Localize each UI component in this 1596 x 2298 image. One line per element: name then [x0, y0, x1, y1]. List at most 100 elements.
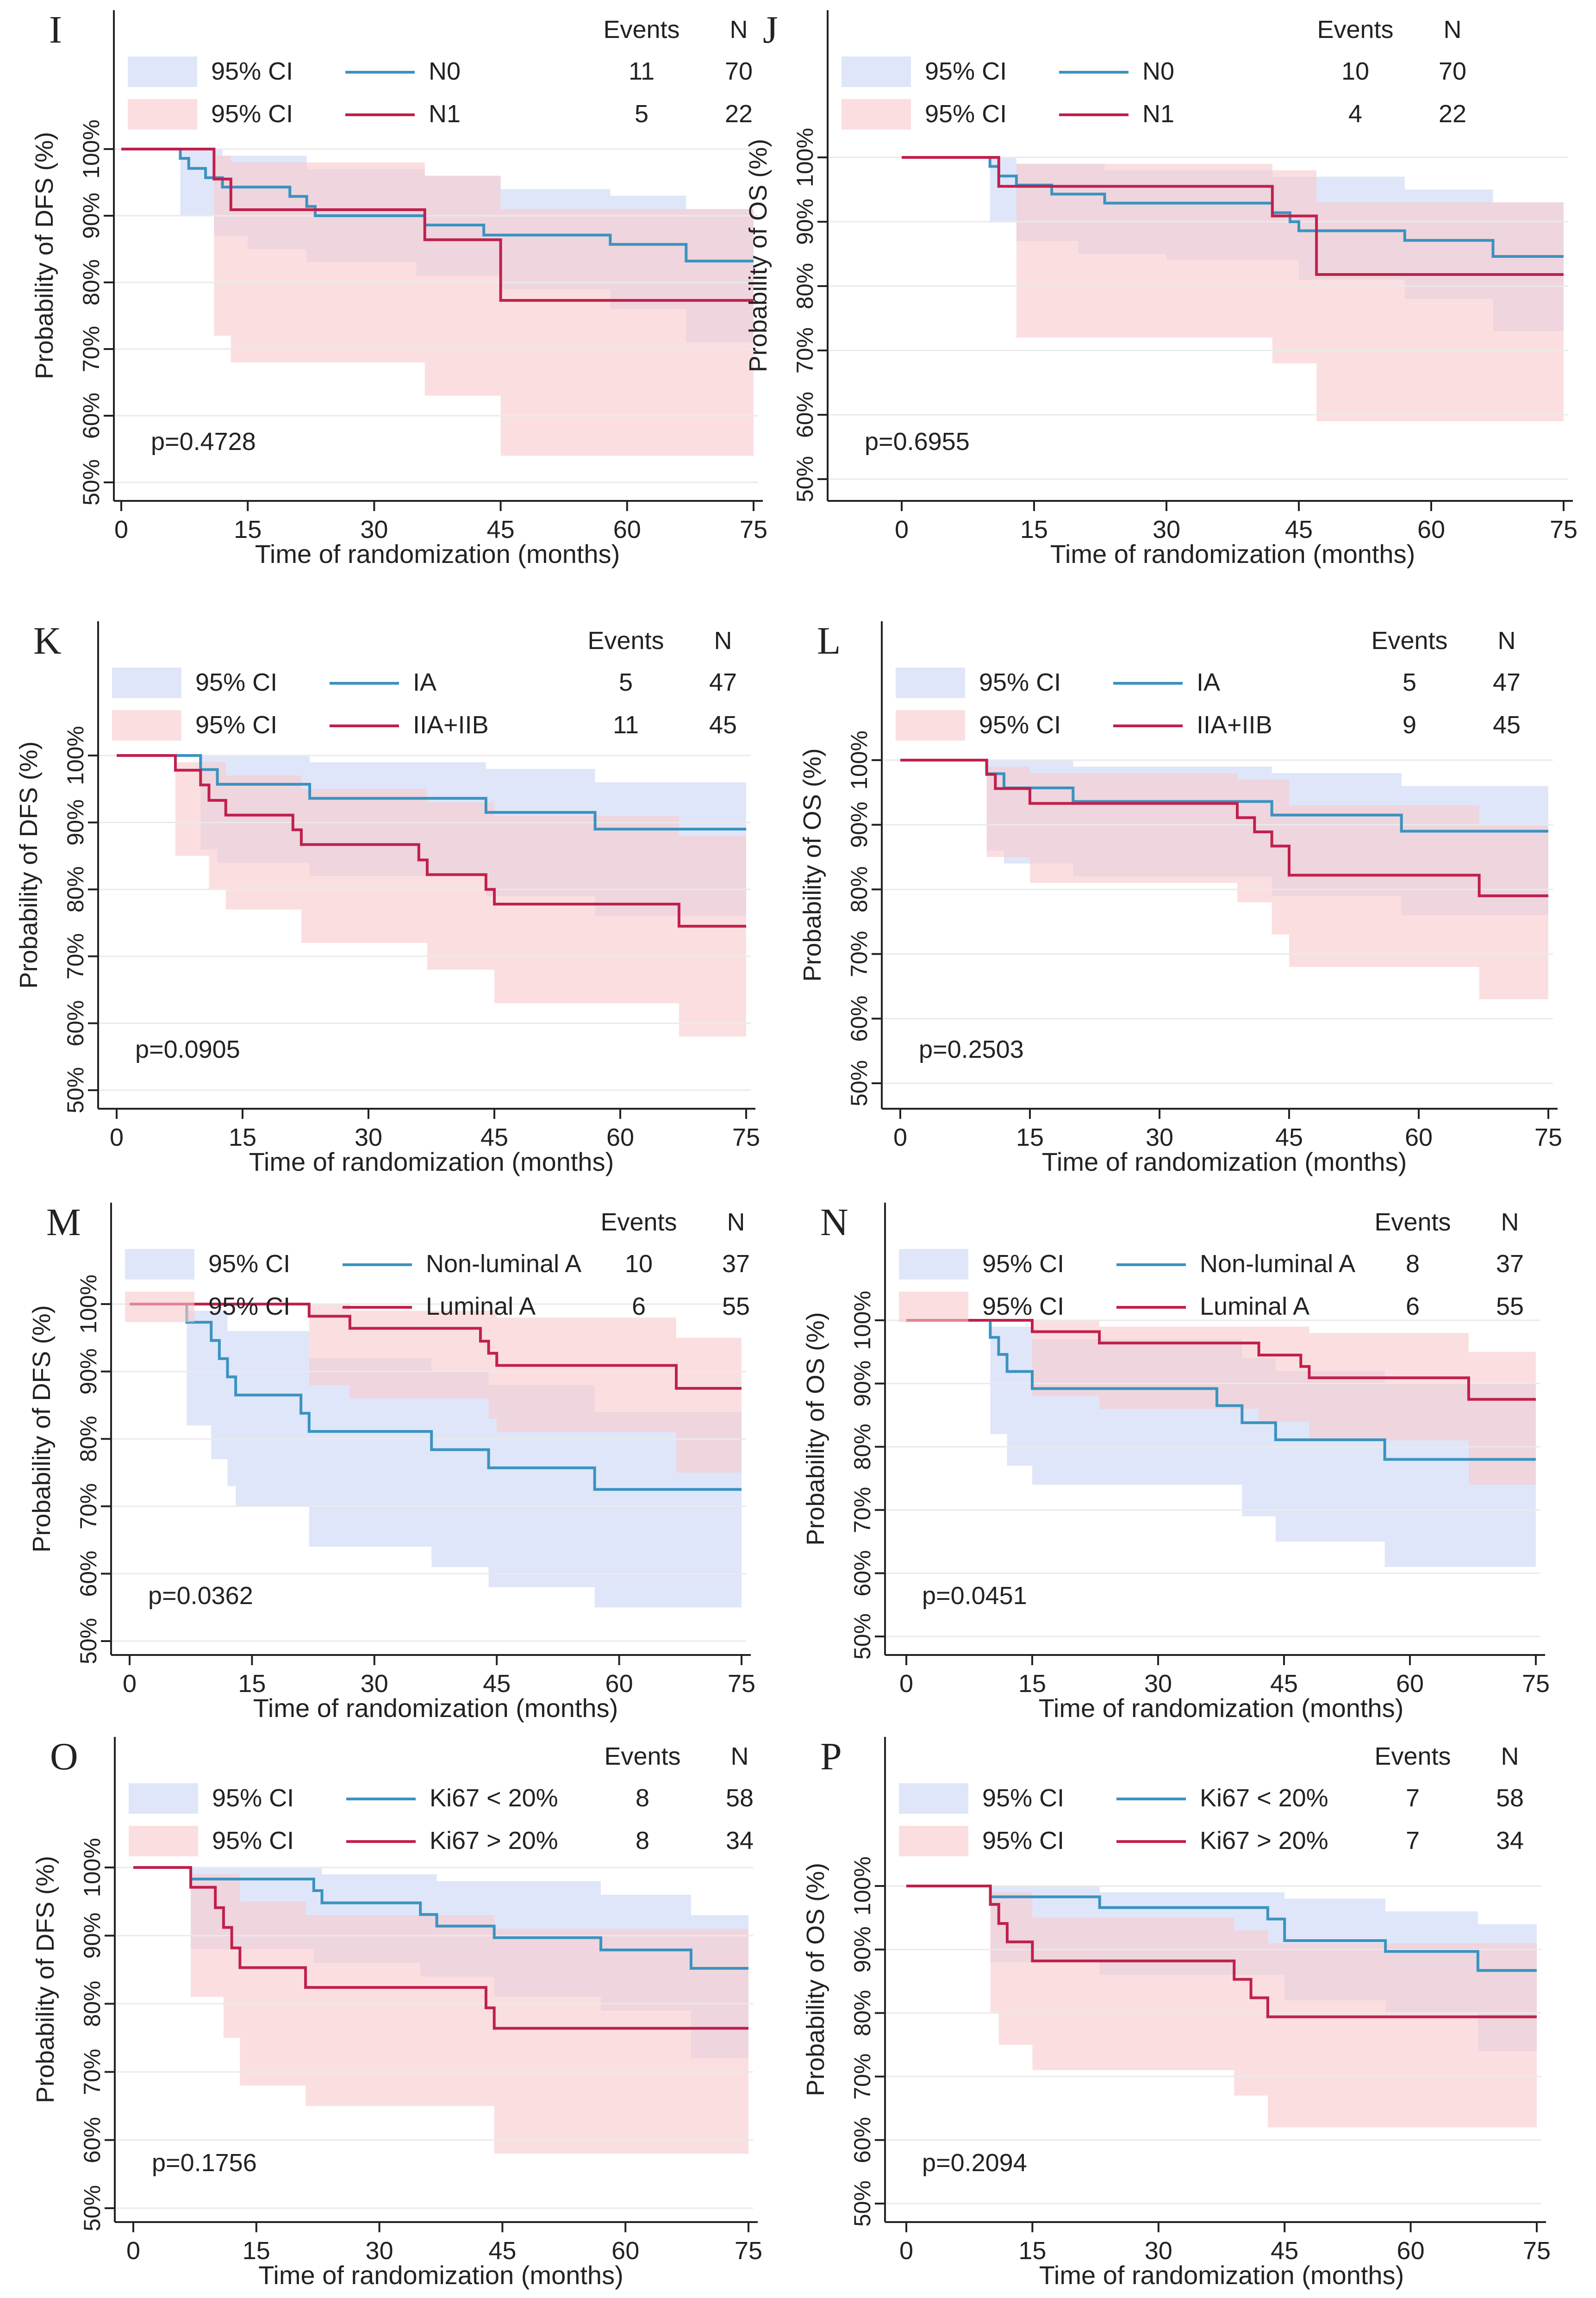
x-tick-label: 45 [1270, 1670, 1298, 1698]
legend-ci-label: 95% CI [982, 1250, 1064, 1278]
legend-ci-swatch [129, 1826, 198, 1856]
legend-series-name: N0 [429, 57, 461, 85]
x-tick-label: 0 [899, 1670, 913, 1698]
legend-ci-swatch [896, 710, 965, 741]
legend-ci-swatch [128, 56, 197, 87]
y-axis-title: Probability of DFS (%) [28, 1305, 56, 1552]
p-value: p=0.6955 [865, 428, 970, 456]
p-value: p=0.2503 [919, 1036, 1024, 1063]
legend-n-value: 47 [709, 668, 737, 696]
y-tick-label: 50% [846, 1060, 872, 1106]
panel-letter: P [820, 1735, 842, 1778]
survival-line-b [906, 1885, 1537, 2018]
y-tick-label: 50% [78, 459, 104, 506]
y-tick-label: 50% [849, 2180, 875, 2227]
legend-ci-swatch [125, 1292, 194, 1322]
p-value: p=0.2094 [922, 2149, 1027, 2177]
legend-ci-swatch [899, 1826, 968, 1856]
y-axis-title: Probability of DFS (%) [31, 132, 58, 379]
legend-events-value: 7 [1406, 1784, 1420, 1812]
km-panel-k: 50% 60% 70% 80% 90% 100% 0 15 30 45 60 75 Probabilit… [15, 619, 760, 1176]
km-panel-j: 50% 60% 70% 80% 90% 100% 0 15 30 45 60 75 Probabilit… [744, 8, 1577, 568]
y-tick-label: 70% [62, 933, 88, 980]
legend-series-name: Non-luminal A [1200, 1250, 1355, 1278]
legend-n-value: 58 [726, 1784, 754, 1812]
x-tick-label: 30 [360, 516, 388, 543]
legend-series-name: Ki67 > 20% [430, 1827, 558, 1855]
survival-line-a [117, 754, 746, 831]
legend-n-header: N [1501, 1208, 1519, 1236]
legend-ci-label: 95% CI [925, 100, 1007, 128]
y-tick-label: 80% [79, 1980, 105, 2027]
x-tick-label: 15 [234, 516, 262, 543]
y-axis-title: Probability of OS (%) [798, 748, 826, 981]
x-tick-label: 30 [366, 2237, 393, 2265]
legend-series-name: IA [1197, 668, 1220, 696]
panel-letter: K [33, 619, 62, 662]
x-tick-label: 45 [487, 516, 515, 543]
p-value: p=0.4728 [151, 428, 256, 456]
y-tick-label: 60% [792, 392, 818, 438]
x-tick-label: 45 [1275, 1124, 1303, 1151]
y-tick-label: 80% [792, 263, 818, 309]
legend-ci-swatch [899, 1292, 968, 1322]
legend-n-value: 70 [725, 57, 753, 85]
legend-n-value: 37 [1496, 1250, 1524, 1278]
p-value: p=0.1756 [152, 2149, 257, 2177]
legend-events-header: Events [1374, 1742, 1451, 1770]
survival-line-b [133, 1866, 748, 2030]
x-tick-label: 60 [1417, 516, 1445, 543]
legend-ci-label: 95% CI [979, 711, 1061, 739]
x-tick-label: 30 [1146, 1124, 1173, 1151]
y-tick-label: 70% [849, 1487, 875, 1533]
y-tick-label: 60% [849, 2117, 875, 2163]
x-tick-label: 45 [488, 2237, 516, 2265]
y-tick-label: 60% [846, 995, 872, 1042]
x-tick-label: 15 [243, 2237, 270, 2265]
panel-letter: L [817, 619, 841, 662]
legend-n-value: 37 [722, 1250, 750, 1278]
survival-line-a [906, 1319, 1536, 1461]
legend-ci-swatch [842, 99, 911, 130]
y-tick-label: 50% [62, 1067, 88, 1113]
legend-ci-label: 95% CI [211, 57, 293, 85]
p-value: p=0.0362 [148, 1582, 253, 1610]
survival-line-a [906, 1885, 1537, 1972]
y-tick-label: 90% [78, 193, 104, 239]
legend-n-header: N [727, 1208, 745, 1236]
km-panel-i: 50% 60% 70% 80% 90% 100% 0 15 30 45 60 75 Probabilit… [31, 8, 767, 568]
legend-events-header: Events [587, 627, 664, 655]
x-tick-label: 0 [899, 2237, 913, 2265]
y-tick-label: 90% [75, 1349, 101, 1395]
x-tick-label: 15 [238, 1670, 266, 1698]
y-tick-label: 70% [849, 2054, 875, 2100]
x-tick-label: 60 [613, 516, 641, 543]
legend-n-value: 55 [722, 1293, 750, 1320]
km-panel-n: 50% 60% 70% 80% 90% 100% 0 15 30 45 60 75 Probabilit… [802, 1201, 1550, 1723]
y-tick-label: 90% [849, 1361, 875, 1407]
legend-n-value: 58 [1496, 1784, 1524, 1812]
p-value: p=0.0451 [922, 1582, 1027, 1610]
legend-events-header: Events [603, 16, 680, 44]
y-tick-label: 70% [75, 1483, 101, 1530]
y-tick-label: 90% [792, 199, 818, 245]
legend-n-header: N [1444, 16, 1462, 44]
legend-n-value: 47 [1493, 668, 1521, 696]
y-tick-label: 90% [79, 1912, 105, 1959]
legend-ci-label: 95% CI [211, 100, 293, 128]
legend-ci-swatch [112, 668, 181, 698]
y-tick-label: 70% [792, 327, 818, 374]
legend-events-value: 8 [636, 1827, 649, 1855]
legend-ci-label: 95% CI [195, 711, 277, 739]
y-tick-label: 90% [849, 1926, 875, 1973]
x-tick-label: 0 [893, 1124, 907, 1151]
x-tick-label: 75 [1550, 516, 1577, 543]
y-tick-label: 100% [846, 731, 872, 790]
x-tick-label: 30 [1144, 1670, 1172, 1698]
legend-events-value: 7 [1406, 1827, 1420, 1855]
y-tick-label: 50% [75, 1618, 101, 1664]
x-tick-label: 30 [361, 1670, 388, 1698]
legend-series-name: IIA+IIB [1197, 711, 1272, 739]
ci-band-b [900, 760, 1548, 999]
